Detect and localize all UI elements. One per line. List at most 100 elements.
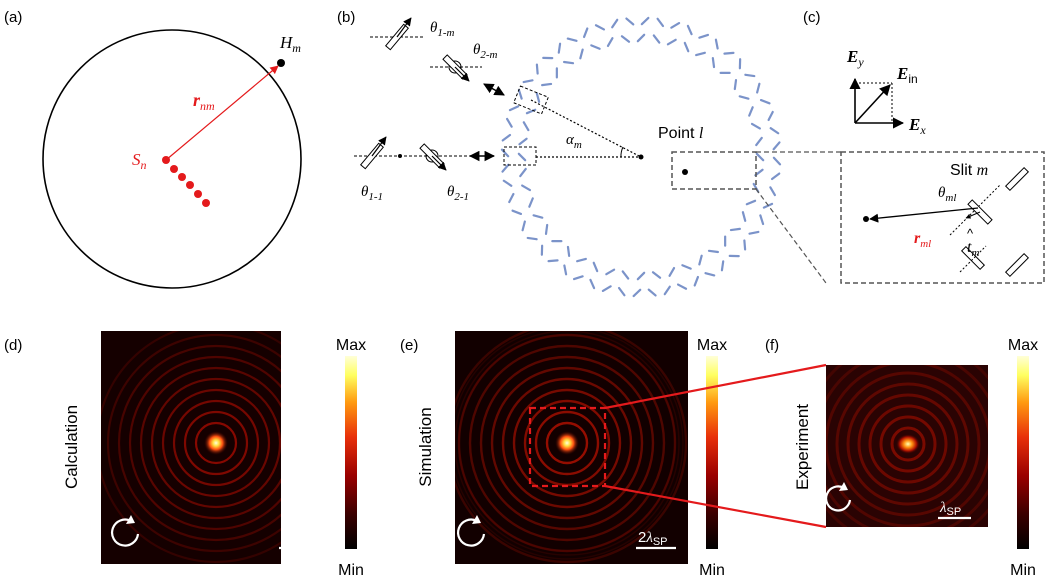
slit [744,73,756,78]
hm-point [277,59,285,67]
slit [617,286,626,297]
panel-c-label: (c) [803,9,821,26]
slit [535,63,539,75]
theta-2m-label: θ2-m [473,42,498,61]
source-point [162,156,170,164]
slit [676,283,688,290]
slit [729,227,741,232]
circular-polarization-icon [110,515,140,547]
simulation-focal-spot [555,431,579,455]
qwp-21-circle [425,149,439,163]
source-point [194,190,202,198]
intensity-ring [458,334,676,552]
ein-label: Ein [896,64,918,86]
tm-label: tm [967,239,979,259]
intensity-ring [512,388,622,498]
scale-bar-label: 2λSP [638,529,668,548]
slit [647,288,657,297]
colorbar-f-min: Min [1010,562,1036,579]
slit [502,179,513,187]
zoom-region-box [528,406,607,488]
colorbar-d [345,356,357,549]
point-l-dot [682,169,688,175]
slit [683,41,690,53]
ring-center [638,154,644,160]
slit [528,197,534,208]
intensity-ring [194,421,238,465]
colorbar-e [706,356,718,549]
intensity-ring [468,344,666,542]
intensity-ring [139,366,281,520]
slit [663,285,671,296]
slit [693,275,700,287]
side-label-simulation: Simulation [416,407,435,486]
slit-m-pair [1004,166,1030,192]
source-point [202,199,210,207]
intensity-ring [501,377,633,509]
intensity-ring [183,410,249,476]
intensity-ring [455,331,680,556]
slit [769,127,780,135]
slit [759,214,765,226]
slit [532,214,544,219]
slit [770,172,781,181]
slit [544,223,549,236]
source-points [162,156,210,207]
slit [651,271,662,279]
slit [605,268,616,276]
panel-f: (f) Experiment λSP Max Min [765,337,1038,579]
slit-box-m [513,85,549,115]
simulation-rings [455,331,688,564]
slit [541,82,553,87]
qwp-2m-circle [448,60,462,74]
slit [636,271,646,281]
slit-ring [500,16,782,298]
calculation-rings [101,331,281,564]
intensity-ring [479,355,655,531]
slit-zoom-box [840,151,1045,284]
polarizer-21-arrow [431,155,447,171]
slit [755,152,765,162]
slit [582,27,589,39]
slit [606,37,614,48]
slit [720,260,725,272]
circular-polarization-icon [456,515,486,547]
intensity-ring [172,399,260,487]
intensity-ring [490,366,644,520]
double-arrow-m [483,83,505,96]
slit [501,163,510,173]
panel-b-label: (b) [337,9,355,26]
intensity-ring [545,421,589,465]
intensity-ring [455,331,688,564]
alpha-m-label: αm [566,132,582,151]
colorbar-d-max: Max [336,337,366,354]
center-line-m [530,99,642,158]
ey-label: Ey [846,47,864,69]
intensity-ring [457,333,677,553]
slit [670,21,681,29]
slit [557,42,562,54]
slit [566,245,571,257]
slit [563,264,568,276]
zoom-connector-bottom [604,484,827,529]
slit-box-1 [503,146,537,166]
slit [681,264,692,270]
rml-arrow [869,207,979,223]
colorbar-f [1017,356,1029,549]
slit [632,288,642,298]
colorbar-e-max: Max [697,337,727,354]
slit [505,117,513,128]
intensity-ring [835,371,981,517]
tm-arrow [965,211,981,219]
slit [741,211,747,222]
intensity-ring [857,393,959,495]
slit [521,184,532,192]
slit [668,266,676,277]
rml-label: rml [914,230,931,250]
intensity-ring [150,377,281,509]
panel-e-label: (e) [400,337,418,354]
slit [733,78,738,91]
slit [707,249,720,254]
side-label-experiment: Experiment [793,404,812,490]
